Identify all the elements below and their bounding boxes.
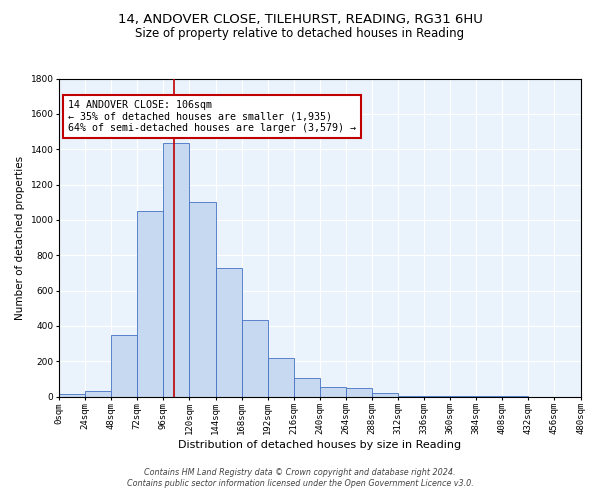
Bar <box>85 392 111 396</box>
Bar <box>163 143 190 397</box>
Text: Contains HM Land Registry data © Crown copyright and database right 2024.
Contai: Contains HM Land Registry data © Crown c… <box>127 468 473 487</box>
Bar <box>111 335 137 396</box>
Bar <box>137 211 163 396</box>
Bar <box>346 388 372 396</box>
Bar <box>190 202 215 396</box>
Bar <box>242 320 268 396</box>
Bar <box>372 393 398 396</box>
Text: Size of property relative to detached houses in Reading: Size of property relative to detached ho… <box>136 28 464 40</box>
Y-axis label: Number of detached properties: Number of detached properties <box>15 156 25 320</box>
Bar <box>268 358 294 397</box>
Bar <box>215 268 242 396</box>
Text: 14, ANDOVER CLOSE, TILEHURST, READING, RG31 6HU: 14, ANDOVER CLOSE, TILEHURST, READING, R… <box>118 12 482 26</box>
Bar <box>59 394 85 396</box>
Text: 14 ANDOVER CLOSE: 106sqm
← 35% of detached houses are smaller (1,935)
64% of sem: 14 ANDOVER CLOSE: 106sqm ← 35% of detach… <box>68 100 356 133</box>
X-axis label: Distribution of detached houses by size in Reading: Distribution of detached houses by size … <box>178 440 461 450</box>
Bar <box>320 387 346 396</box>
Bar <box>294 378 320 396</box>
